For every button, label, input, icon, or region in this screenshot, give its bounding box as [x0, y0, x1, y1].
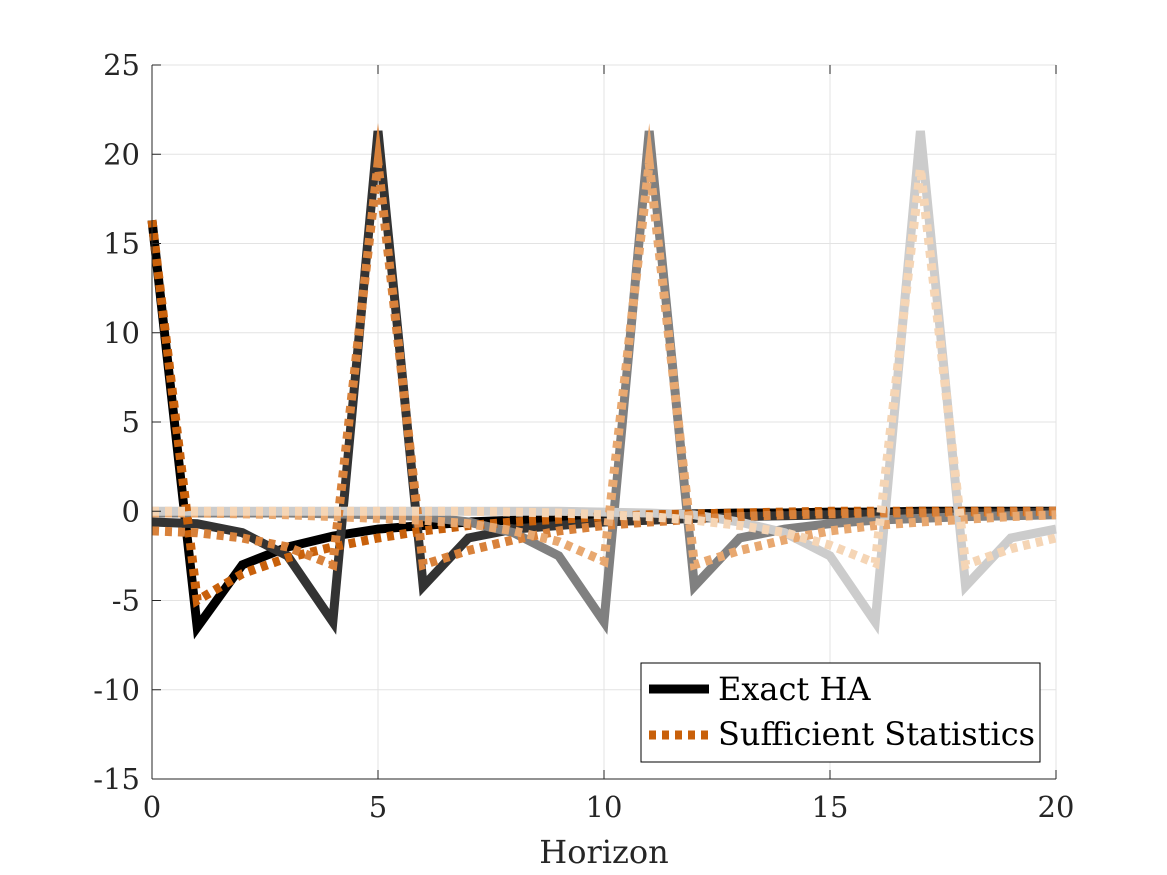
sufficient-statistics-line-h0 [147, 219, 1056, 608]
x-tick-label: 15 [812, 790, 849, 824]
y-tick-label: 10 [103, 316, 140, 350]
sufficient-statistics-line-h18 [152, 128, 1058, 571]
legend-label-sufficient-statistics: Sufficient Statistics [718, 715, 1035, 753]
x-tick-label: 5 [369, 790, 387, 824]
y-tick-label: -5 [112, 584, 140, 618]
y-tick-label: -15 [93, 762, 140, 796]
y-tick-label: 0 [122, 494, 140, 528]
x-axis-label: Horizon [539, 833, 668, 871]
axes [151, 64, 1057, 780]
legend-label-exact-ha: Exact HA [718, 670, 871, 708]
legend-box [640, 662, 1041, 763]
x-tick-label: 10 [586, 790, 623, 824]
sufficient-statistics-line-h12 [152, 123, 1057, 571]
y-tick-label: 15 [103, 227, 140, 261]
y-tick-label: 5 [122, 405, 140, 439]
series-layer [147, 122, 1058, 640]
y-tick-label: 20 [103, 137, 140, 171]
exact-ha-line-h18 [152, 130, 1057, 635]
x-tick-label: 0 [143, 790, 161, 824]
y-tick-label: -10 [93, 673, 140, 707]
y-tick-label: 25 [103, 48, 140, 82]
legend: Exact HA Sufficient Statistics [640, 662, 1041, 763]
x-tick-label: 20 [1038, 790, 1075, 824]
tick-labels: 0 5 10 15 20 -15 -10 -5 0 5 10 15 20 25 [93, 48, 1074, 824]
